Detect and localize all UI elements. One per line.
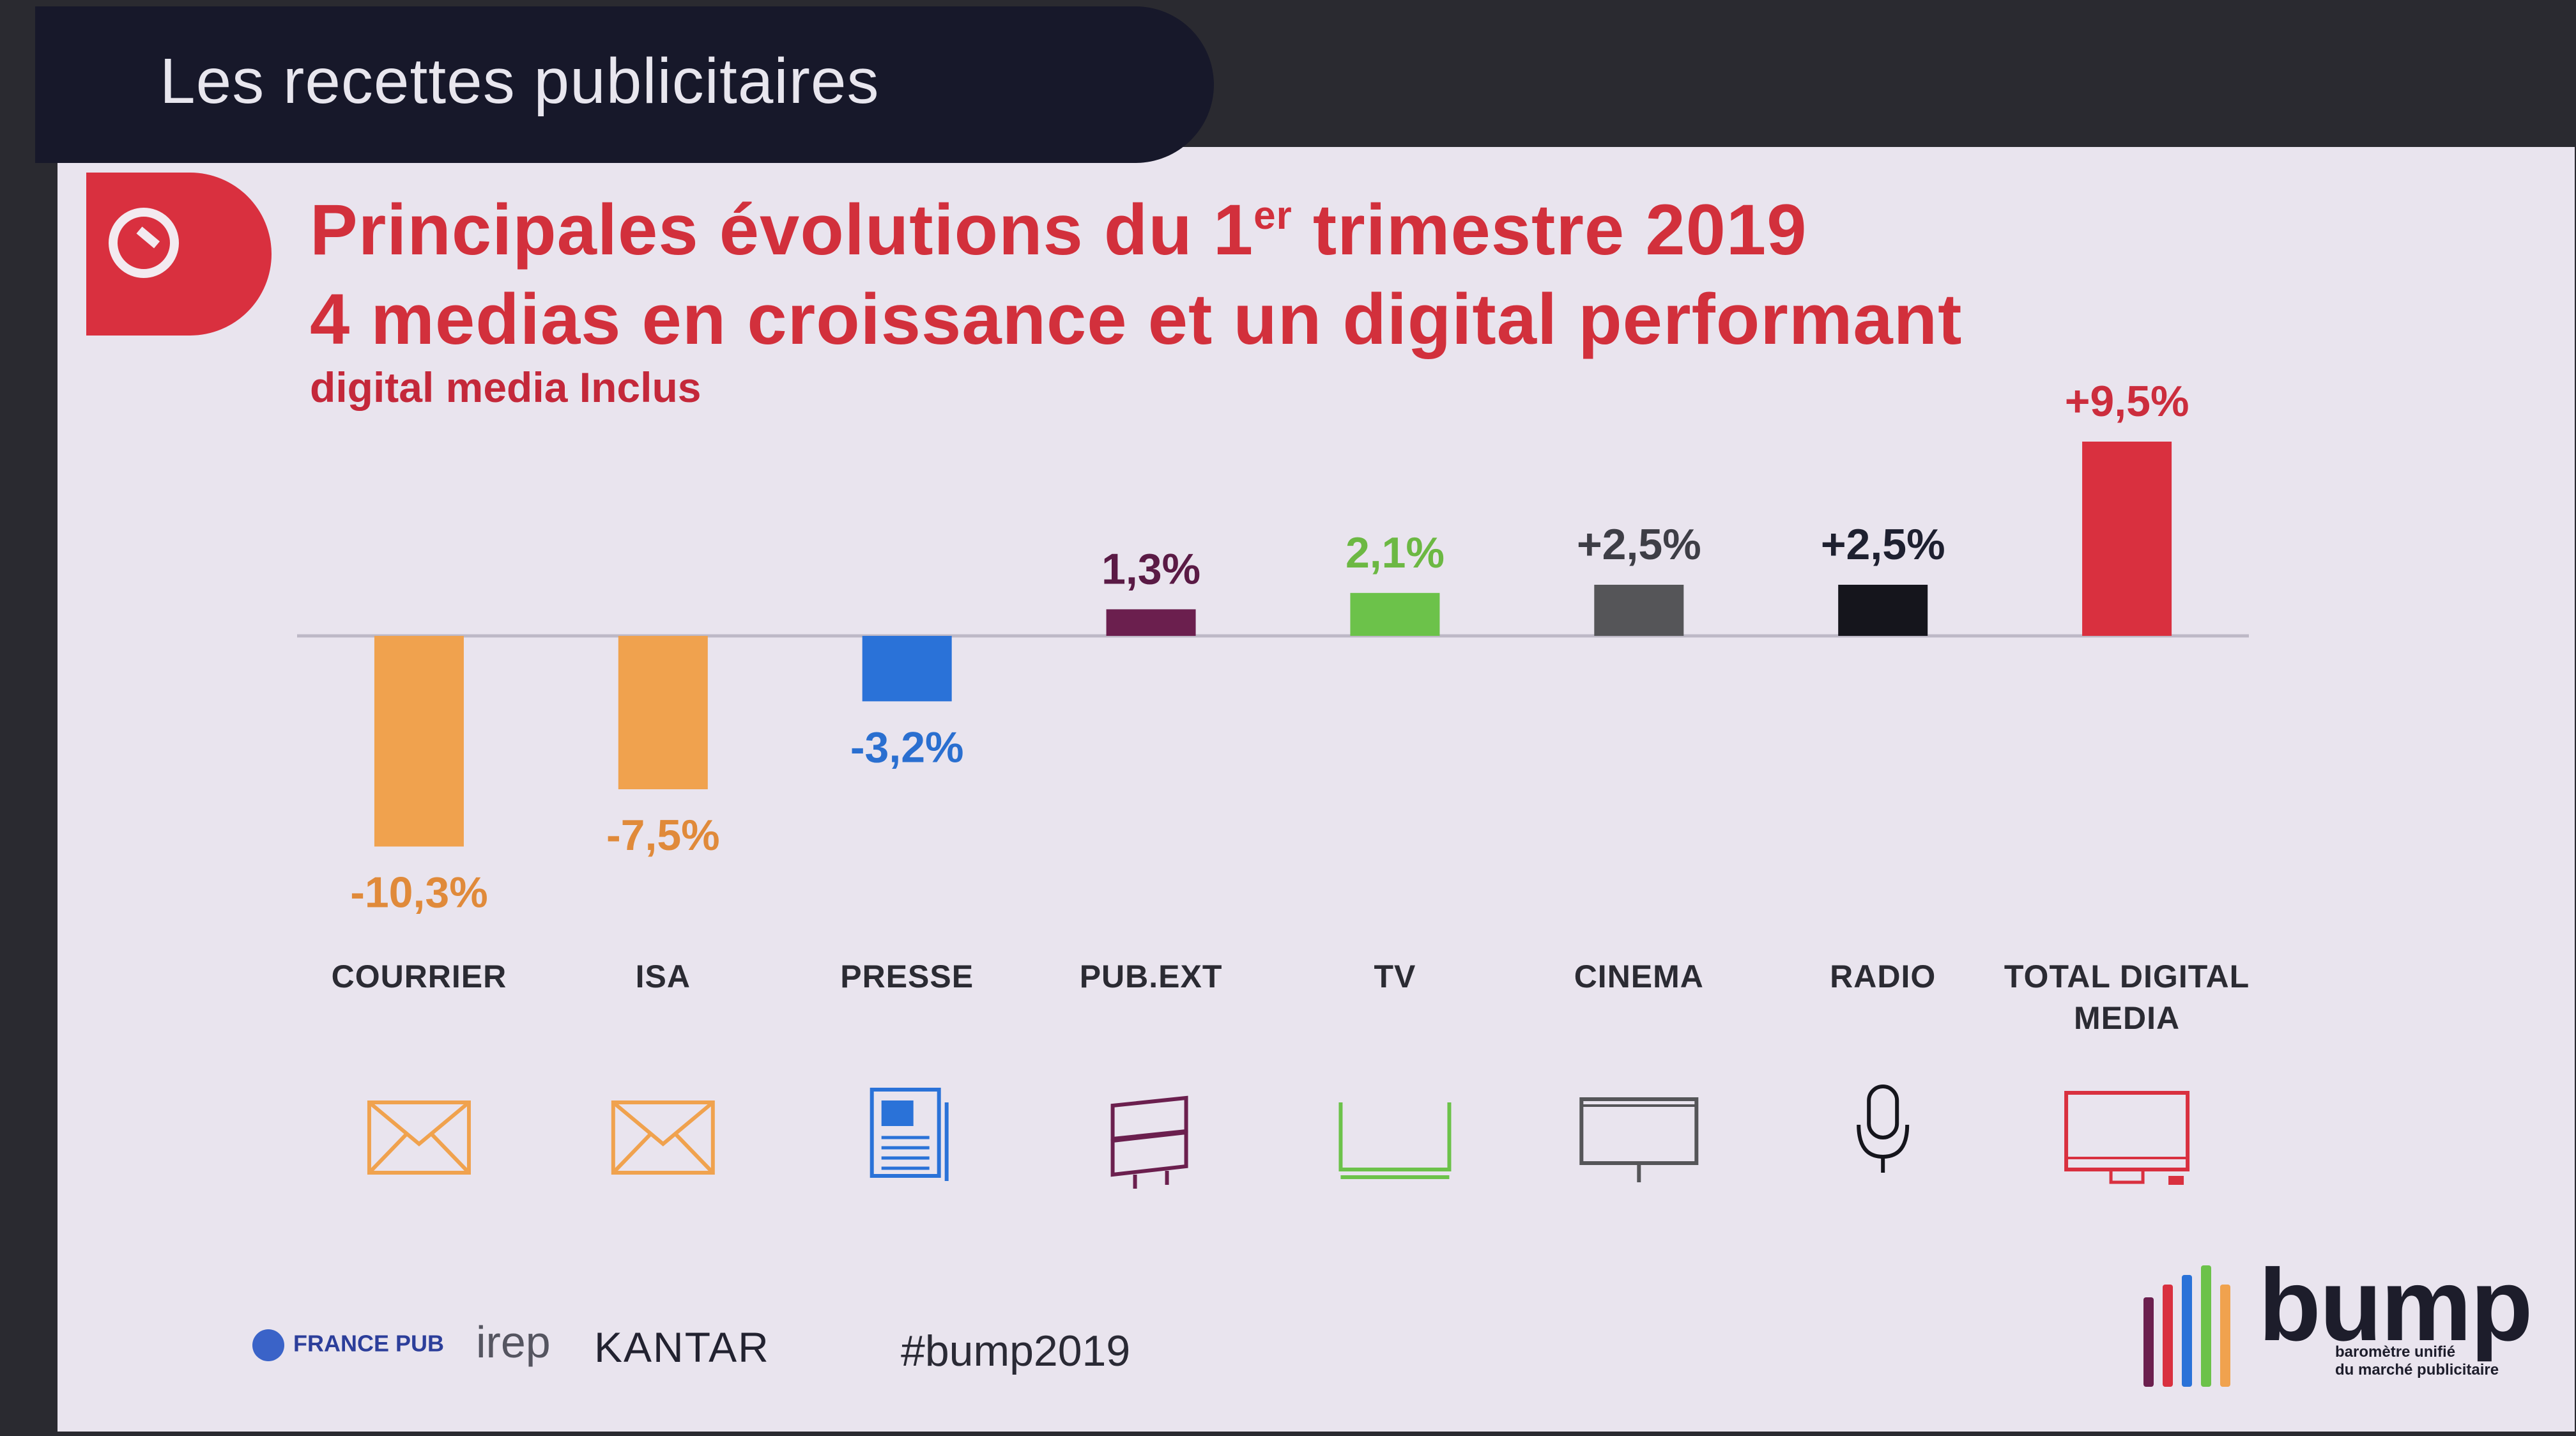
- hashtag: #bump2019: [901, 1327, 1131, 1375]
- value-label: +2,5%: [1577, 520, 1701, 569]
- title-superscript: er: [1254, 194, 1292, 238]
- category-label: CINEMA: [1574, 959, 1704, 994]
- value-label: +2,5%: [1821, 520, 1945, 569]
- bar-courrier: [374, 636, 464, 847]
- value-label: 2,1%: [1346, 529, 1445, 577]
- category-label: PUB.EXT: [1080, 959, 1223, 994]
- irep-logo: irep: [476, 1317, 551, 1367]
- value-label: -7,5%: [606, 811, 720, 860]
- envelope-icon: [611, 1100, 715, 1175]
- kantar-logo: KANTAR: [594, 1324, 770, 1371]
- value-label: -3,2%: [850, 723, 964, 771]
- chart-subtitle: digital media Inclus: [310, 364, 702, 411]
- bump-bar: [2163, 1285, 2173, 1387]
- bump-tagline-2: du marché publicitaire: [2335, 1361, 2499, 1378]
- bump-wordmark: bump: [2258, 1247, 2533, 1362]
- monitor-icon: [2064, 1091, 2190, 1185]
- value-label: +9,5%: [2065, 377, 2189, 426]
- bump-bar: [2201, 1265, 2211, 1387]
- category-label: PRESSE: [840, 959, 974, 994]
- microphone-icon: [1857, 1085, 1910, 1173]
- category-label: ISA: [636, 959, 691, 994]
- bump-tagline-1: baromètre unifié: [2335, 1343, 2456, 1361]
- header-bar: Les recettes publicitaires: [35, 6, 1214, 163]
- value-label: 1,3%: [1101, 544, 1200, 593]
- billboard-icon: [1110, 1095, 1188, 1189]
- bump-bar: [2182, 1275, 2192, 1387]
- value-label: -10,3%: [350, 869, 487, 917]
- cinema-screen-icon: [1579, 1097, 1699, 1182]
- bump-bar: [2143, 1297, 2154, 1387]
- header-title: Les recettes publicitaires: [160, 45, 880, 117]
- category-label: TV: [1374, 959, 1416, 994]
- bar-tv: [1350, 592, 1440, 636]
- francepub-logo-icon: [252, 1329, 284, 1361]
- slide-background: [57, 147, 2575, 1432]
- bar-presse: [862, 636, 952, 702]
- tv-icon: [1338, 1102, 1452, 1179]
- category-label: TOTAL DIGITAL: [2004, 959, 2250, 994]
- newspaper-icon: [870, 1088, 949, 1181]
- bar-isa: [618, 636, 708, 789]
- category-label: RADIO: [1830, 959, 1936, 994]
- envelope-icon: [367, 1100, 471, 1175]
- category-label: COURRIER: [332, 959, 507, 994]
- chart-title-line1: Principales évolutions du 1er trimestre …: [310, 189, 1807, 271]
- title-part-b: trimestre 2019: [1292, 190, 1807, 270]
- bump-bar: [2220, 1285, 2230, 1387]
- category-label: MEDIA: [2074, 1000, 2180, 1036]
- bar-cinema: [1594, 585, 1684, 636]
- chart-title-line2: 4 medias en croissance et un digital per…: [310, 279, 1963, 359]
- bump-logo: bump baromètre unifié du marché publicit…: [2143, 1246, 2540, 1393]
- clock-badge: [86, 173, 272, 336]
- title-part-a: Principales évolutions du 1: [310, 190, 1254, 270]
- francepub-logo: FRANCE PUB: [252, 1329, 444, 1361]
- francepub-text: FRANCE PUB: [293, 1330, 445, 1357]
- bar-pub-ext: [1106, 609, 1196, 636]
- bar-total-digital-media: [2082, 442, 2172, 636]
- bar-radio: [1838, 585, 1928, 636]
